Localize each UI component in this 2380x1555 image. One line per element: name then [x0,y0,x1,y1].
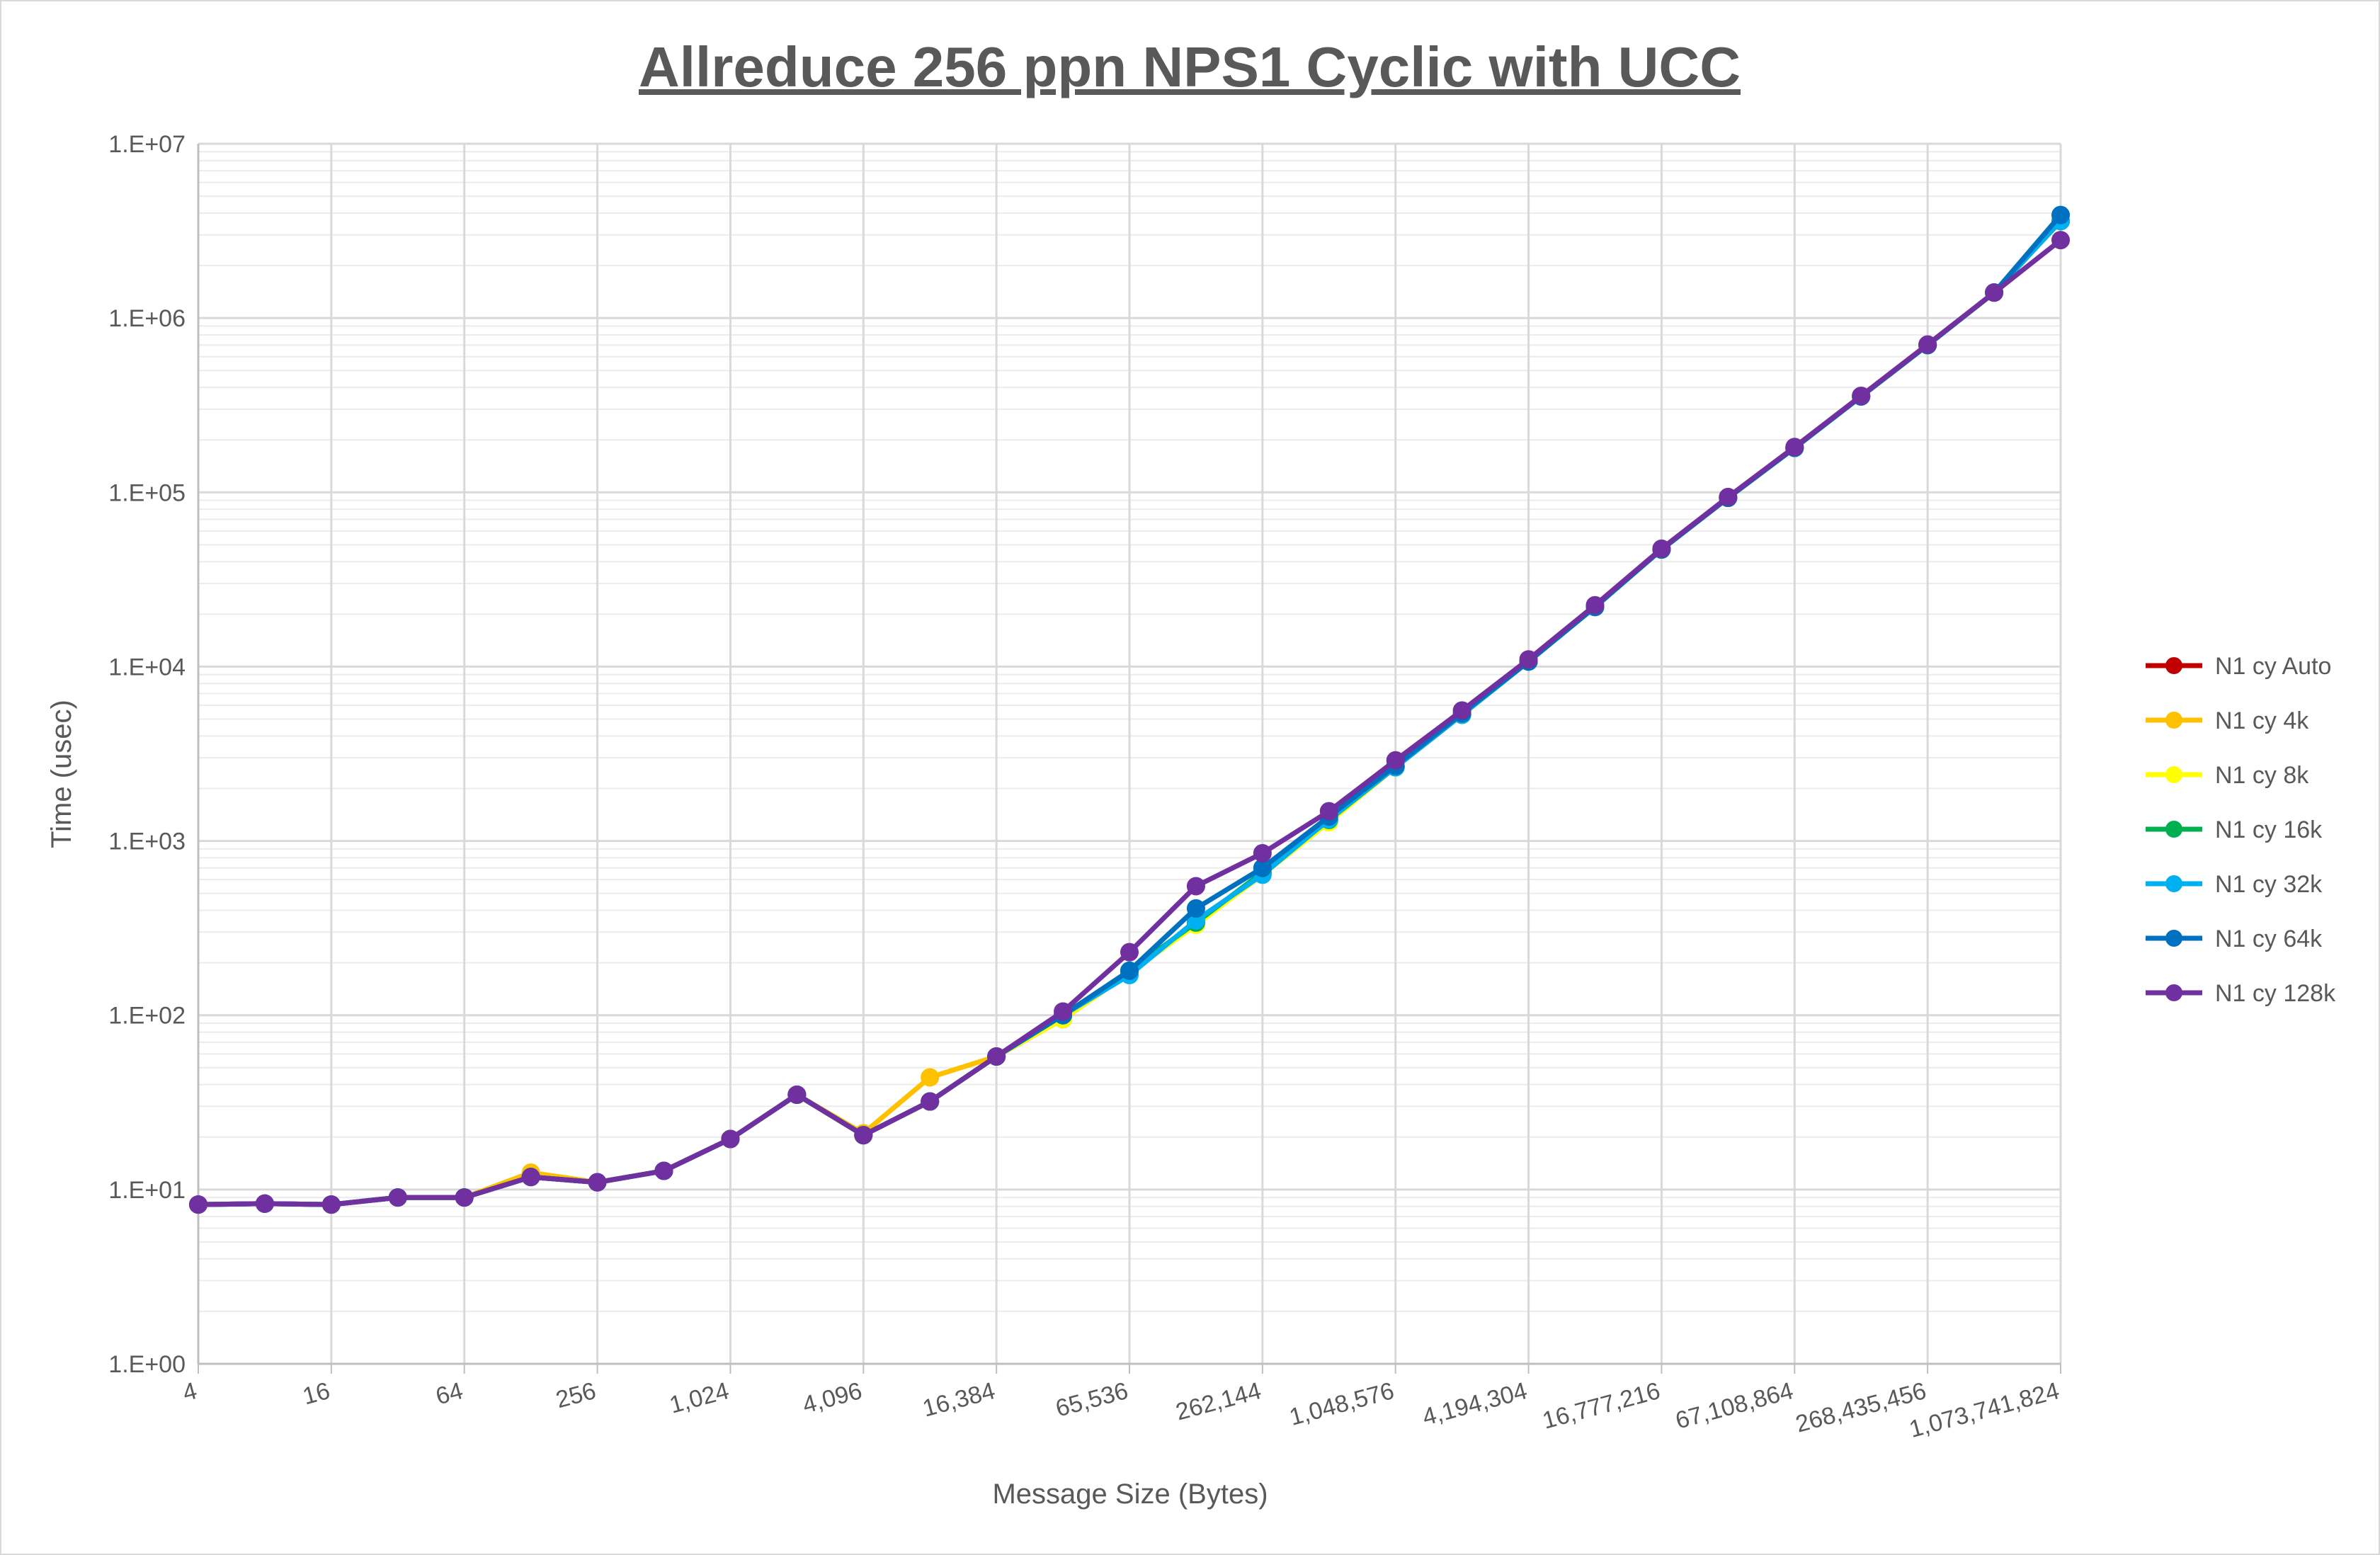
data-point [1386,751,1405,770]
x-axis-title: Message Size (Bytes) [992,1479,1268,1510]
series-6 [189,231,2070,1214]
x-tick-label: 16,777,216 [1539,1377,1663,1435]
data-point [1253,843,1272,862]
x-tick-label: 256 [553,1377,599,1413]
legend-label: N1 cy 8k [2215,762,2309,789]
legend-marker [2165,657,2182,674]
data-point [1585,596,1605,615]
series-layer [189,205,2070,1214]
data-point [987,1047,1006,1066]
data-point [1120,961,1139,980]
x-tick-label: 268,435,456 [1793,1377,1929,1438]
y-tick-label: 1.E+06 [108,305,186,332]
legend-marker [2165,930,2182,947]
axes [197,144,2061,1374]
x-tick-labels: 4 16 64 256 1,024 4,096 16,384 65,536 262,144 1,0… [180,1377,2062,1443]
legend-marker [2165,821,2182,838]
legend-label: N1 cy 64k [2215,925,2323,952]
data-point [854,1126,873,1145]
y-tick-label: 1.E+05 [108,479,186,506]
y-tick-label: 1.E+02 [108,1003,186,1030]
data-point [1985,283,2004,302]
data-point [2051,231,2070,250]
legend-item: N1 cy 8k [2146,762,2309,789]
chart-title: Allreduce 256 ppn NPS1 Cyclic with UCC [639,35,1741,98]
x-tick-label: 1,024 [666,1377,731,1419]
legend-item: N1 cy 64k [2146,925,2323,952]
data-point [1719,487,1738,506]
data-point [521,1168,540,1187]
data-point [1120,942,1139,962]
legend-item: N1 cy 128k [2146,980,2336,1007]
data-point [1652,539,1671,558]
y-axis-title: Time (usec) [46,700,77,848]
data-point [1852,386,1871,405]
x-tick-label: 16,384 [920,1377,998,1423]
x-tick-label: 16 [300,1377,333,1410]
legend-label: N1 cy 32k [2215,871,2323,898]
legend-marker [2165,766,2182,783]
data-point [189,1195,207,1214]
legend-item: N1 cy 32k [2146,871,2323,898]
x-tick-label: 64 [433,1377,465,1410]
data-point [1186,877,1205,896]
data-point [721,1129,740,1149]
data-point [1452,701,1471,720]
legend-label: N1 cy 128k [2215,980,2336,1007]
data-point [1319,802,1338,821]
y-tick-label: 1.E+03 [108,828,186,855]
legend-label: N1 cy Auto [2215,653,2331,680]
data-point [255,1194,274,1213]
data-point [388,1188,407,1207]
legend: N1 cy Auto N1 cy 4k N1 cy 8k N1 cy 16k N1 cy… [2146,653,2336,1007]
data-point [1054,1002,1073,1021]
y-tick-label: 1.E+04 [108,654,186,680]
x-tick-label: 67,108,864 [1673,1377,1796,1435]
x-tick-label: 4,096 [799,1377,865,1419]
y-tick-label: 1.E+01 [108,1177,186,1204]
data-point [2051,205,2070,224]
legend-label: N1 cy 16k [2215,816,2323,843]
data-point [455,1188,474,1207]
data-point [588,1173,607,1192]
data-point [1918,335,1937,354]
x-tick-label: 1,048,576 [1287,1377,1397,1431]
data-point [1785,438,1804,457]
y-tick-label: 1.E+00 [108,1351,186,1378]
legend-label: N1 cy 4k [2215,707,2309,734]
data-point [321,1195,341,1214]
x-tick-label: 4,194,304 [1420,1377,1530,1431]
legend-item: N1 cy 16k [2146,816,2323,843]
legend-item: N1 cy 4k [2146,707,2309,734]
data-point [654,1161,673,1180]
x-tick-label: 65,536 [1053,1377,1131,1423]
x-tick-label: 262,144 [1173,1377,1264,1426]
x-tick-label: 1,073,741,824 [1906,1377,2062,1443]
y-tick-labels: 1.E+00 1.E+01 1.E+02 1.E+03 1.E+04 1.E+05 1.E+… [108,131,186,1378]
data-point [1186,899,1205,918]
data-point [921,1092,940,1111]
y-tick-label: 1.E+07 [108,131,186,158]
legend-marker [2165,875,2182,892]
x-tick-label: 4 [180,1377,200,1407]
data-point [787,1085,807,1104]
legend-marker [2165,712,2182,729]
data-point [1519,650,1538,669]
major-gridlines [197,142,2062,1365]
data-point [921,1068,940,1087]
legend-marker [2165,984,2182,1001]
legend-item: N1 cy Auto [2146,653,2331,680]
